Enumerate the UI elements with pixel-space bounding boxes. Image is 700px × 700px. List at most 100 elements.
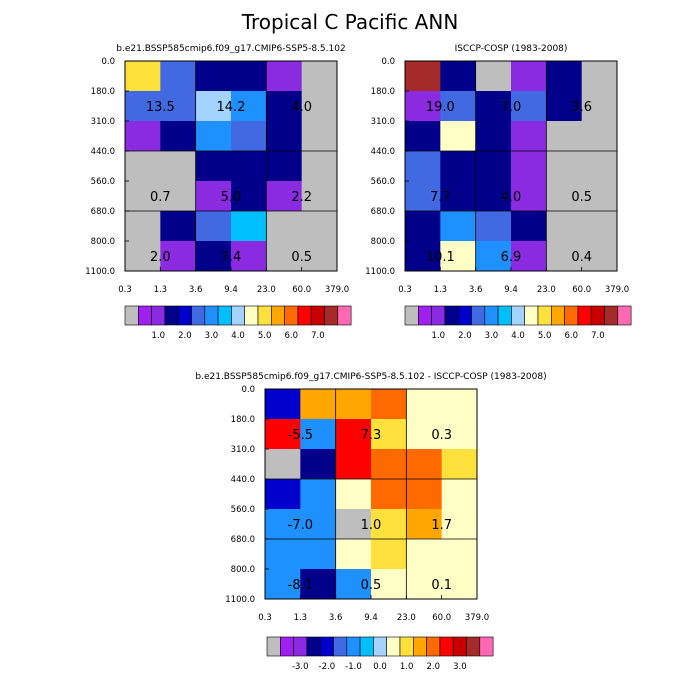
heatmap-cell — [511, 151, 547, 182]
heatmap-cell — [335, 479, 372, 510]
heatmap-cell — [546, 151, 583, 182]
colorbar-swatch — [524, 305, 539, 326]
heatmap-cell — [195, 121, 232, 152]
y-tick-label: 440.0 — [371, 147, 395, 157]
panel-title: b.e21.BSSP585cmip6.f09_g17.CMIP6-SSP5-8.… — [195, 372, 546, 382]
heatmap-cell — [301, 121, 338, 152]
y-tick-label: 680.0 — [91, 207, 115, 217]
y-tick-label: 310.0 — [231, 445, 255, 455]
heatmap-cell — [405, 91, 441, 122]
colorbar-label: 1.0 — [431, 331, 445, 341]
heatmap-cell — [266, 151, 303, 182]
colorbar-swatch — [257, 305, 272, 326]
y-tick-label: 800.0 — [371, 237, 395, 247]
heatmap-cell — [511, 241, 547, 272]
box-value-label: 7.3 — [361, 428, 382, 443]
colorbar-swatch — [164, 305, 179, 326]
colorbar-swatch — [217, 305, 232, 326]
x-tick-label: 379.0 — [605, 285, 629, 295]
heatmap-panel-3: b.e21.BSSP585cmip6.f09_g17.CMIP6-SSP5-8.… — [195, 372, 546, 672]
heatmap-cell — [475, 211, 512, 242]
y-tick-label: 0.0 — [381, 57, 395, 67]
box-value-label: 0.7 — [150, 190, 171, 205]
y-tick-label: 180.0 — [371, 87, 395, 97]
heatmap-cell — [406, 569, 443, 600]
panel-title: ISCCP-COSP (1983-2008) — [455, 44, 568, 54]
colorbar: 1.0 2.0 3.0 4.0 5.0 6.0 7.0 — [124, 305, 352, 341]
colorbar-label: -2.0 — [319, 662, 336, 672]
y-tick-label: 680.0 — [231, 535, 255, 545]
colorbar-swatch — [431, 305, 446, 326]
heatmap-cell — [195, 241, 232, 272]
x-tick-label: 379.0 — [465, 613, 489, 623]
colorbar-label: 5.0 — [258, 331, 272, 341]
colorbar-swatch — [266, 636, 281, 657]
heatmap-cell — [440, 151, 477, 182]
colorbar-swatch — [497, 305, 512, 326]
heatmap-cell — [405, 211, 441, 242]
heatmap-cell — [125, 181, 161, 212]
x-tick-label: 23.0 — [537, 285, 556, 295]
heatmap-cell — [440, 61, 477, 92]
colorbar-label: 7.0 — [311, 331, 325, 341]
x-tick-label: 1.3 — [434, 285, 448, 295]
heatmap-cell — [160, 121, 197, 152]
colorbar-swatch — [471, 305, 486, 326]
heatmap-cell — [266, 211, 303, 242]
heatmap-cell — [475, 91, 512, 122]
x-tick-label: 9.4 — [364, 613, 378, 623]
box-value-label: 0.5 — [571, 190, 592, 205]
x-tick-label: 3.6 — [469, 285, 483, 295]
heatmap-cell — [265, 569, 301, 600]
heatmap-cell — [405, 151, 441, 182]
heatmap-cell — [195, 91, 232, 122]
box-value-label: -8.1 — [288, 578, 313, 593]
colorbar-label: 4.0 — [231, 331, 245, 341]
colorbar-swatch — [399, 636, 414, 657]
heatmap-cell — [301, 211, 338, 242]
colorbar-swatch — [564, 305, 579, 326]
heatmap-cell — [405, 121, 441, 152]
heatmap-cell — [125, 61, 161, 92]
box-value-label: 13.5 — [146, 100, 175, 115]
heatmap-cell — [335, 449, 372, 480]
heatmap-cell — [266, 61, 303, 92]
heatmap-cell — [546, 91, 583, 122]
heatmap-cell — [406, 539, 443, 570]
heatmap-cell — [475, 241, 512, 272]
x-tick-label: 60.0 — [292, 285, 311, 295]
y-tick-label: 800.0 — [231, 565, 255, 575]
colorbar-label: 3.0 — [205, 331, 219, 341]
heatmap-cell — [300, 449, 337, 480]
heatmap-cell — [371, 449, 407, 480]
y-tick-label: 440.0 — [91, 147, 115, 157]
colorbar-swatch — [617, 305, 632, 326]
heatmap-cell — [371, 389, 407, 420]
colorbar-swatch — [484, 305, 499, 326]
x-tick-label: 1.3 — [154, 285, 168, 295]
x-tick-label: 3.6 — [189, 285, 203, 295]
colorbar-label: 6.0 — [284, 331, 298, 341]
heatmap-cell — [371, 479, 407, 510]
box-value-label: 2.2 — [291, 190, 312, 205]
heatmap-cell — [440, 181, 477, 212]
heatmap-cell — [231, 241, 267, 272]
x-tick-label: 23.0 — [257, 285, 276, 295]
heatmap-panel-1: b.e21.BSSP585cmip6.f09_g17.CMIP6-SSP5-8.… — [85, 44, 352, 341]
heatmap-cell — [475, 181, 512, 212]
heatmap-cell — [475, 61, 512, 92]
heatmap-cell — [160, 91, 197, 122]
y-tick-label: 440.0 — [231, 475, 255, 485]
colorbar: 1.0 2.0 3.0 4.0 5.0 6.0 7.0 — [404, 305, 632, 341]
colorbar-swatch — [386, 636, 401, 657]
colorbar-swatch — [590, 305, 605, 326]
colorbar-swatch — [426, 636, 441, 657]
heatmap-cell — [160, 151, 197, 182]
colorbar-label: -3.0 — [292, 662, 309, 672]
heatmap-cell — [231, 121, 267, 152]
heatmap-cell — [406, 509, 443, 540]
heatmap-cell — [581, 61, 618, 92]
heatmap-cell — [265, 419, 301, 450]
heatmap-cell — [440, 91, 477, 122]
colorbar-swatch — [324, 305, 339, 326]
